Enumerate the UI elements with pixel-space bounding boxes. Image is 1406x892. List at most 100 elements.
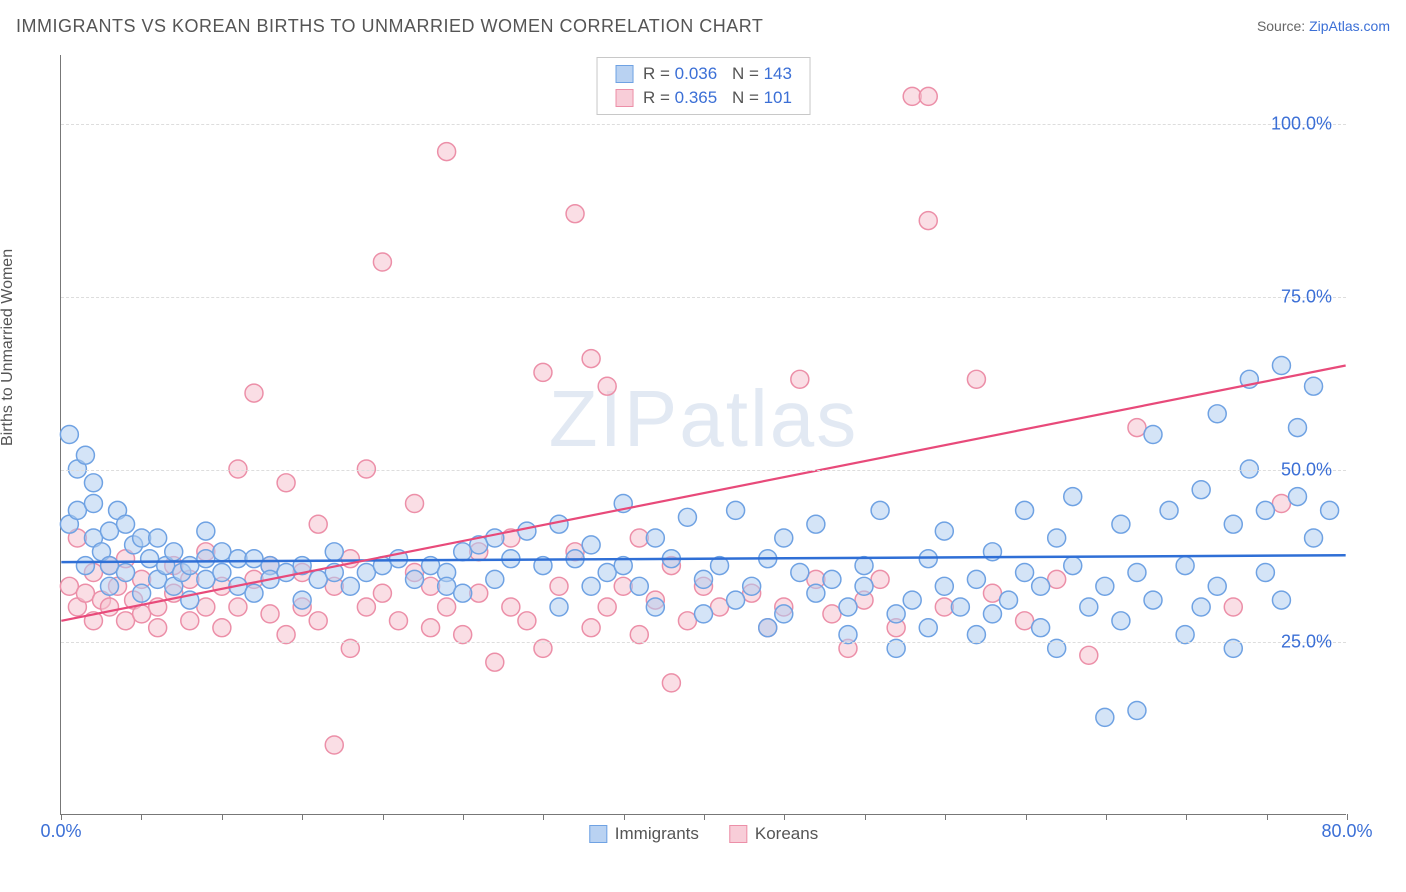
data-point-immigrants <box>951 598 969 616</box>
data-point-koreans <box>406 495 424 513</box>
data-point-koreans <box>823 605 841 623</box>
data-point-immigrants <box>1160 501 1178 519</box>
data-point-immigrants <box>919 619 937 637</box>
data-point-koreans <box>149 619 167 637</box>
data-point-koreans <box>662 674 680 692</box>
legend-koreans: Koreans <box>729 824 818 844</box>
data-point-immigrants <box>1256 501 1274 519</box>
swatch-icon <box>615 89 633 107</box>
data-point-immigrants <box>1144 426 1162 444</box>
correlation-chart: IMMIGRANTS VS KOREAN BIRTHS TO UNMARRIED… <box>0 0 1406 892</box>
title-bar: IMMIGRANTS VS KOREAN BIRTHS TO UNMARRIED… <box>16 12 1390 40</box>
data-point-immigrants <box>341 577 359 595</box>
swatch-icon <box>589 825 607 843</box>
data-point-koreans <box>277 474 295 492</box>
stats-legend: R = 0.036 N = 143 R = 0.365 N = 101 <box>596 57 811 115</box>
data-point-immigrants <box>60 426 78 444</box>
legend-immigrants: Immigrants <box>589 824 699 844</box>
data-point-koreans <box>373 584 391 602</box>
data-point-immigrants <box>775 605 793 623</box>
data-point-koreans <box>935 598 953 616</box>
data-point-immigrants <box>1096 708 1114 726</box>
data-point-immigrants <box>695 570 713 588</box>
data-point-koreans <box>550 577 568 595</box>
data-point-immigrants <box>213 564 231 582</box>
data-point-immigrants <box>1321 501 1339 519</box>
data-point-koreans <box>1048 570 1066 588</box>
data-point-koreans <box>598 377 616 395</box>
data-point-immigrants <box>1064 488 1082 506</box>
data-point-immigrants <box>197 570 215 588</box>
data-point-immigrants <box>1208 405 1226 423</box>
data-point-immigrants <box>101 557 119 575</box>
data-point-immigrants <box>1192 481 1210 499</box>
data-point-koreans <box>1016 612 1034 630</box>
data-point-koreans <box>518 612 536 630</box>
chart-title: IMMIGRANTS VS KOREAN BIRTHS TO UNMARRIED… <box>16 16 763 37</box>
data-point-immigrants <box>1048 529 1066 547</box>
data-point-koreans <box>133 605 151 623</box>
data-point-immigrants <box>839 598 857 616</box>
data-point-koreans <box>438 143 456 161</box>
data-point-immigrants <box>1176 557 1194 575</box>
data-point-immigrants <box>486 529 504 547</box>
data-point-immigrants <box>582 577 600 595</box>
data-point-immigrants <box>454 543 472 561</box>
data-point-immigrants <box>133 529 151 547</box>
data-point-immigrants <box>181 557 199 575</box>
data-point-immigrants <box>935 577 953 595</box>
data-point-immigrants <box>486 570 504 588</box>
data-point-koreans <box>1224 598 1242 616</box>
data-point-immigrants <box>1208 577 1226 595</box>
data-point-immigrants <box>646 529 664 547</box>
data-point-immigrants <box>1000 591 1018 609</box>
data-point-koreans <box>309 515 327 533</box>
data-point-immigrants <box>1176 626 1194 644</box>
data-point-koreans <box>454 626 472 644</box>
stats-row-immigrants: R = 0.036 N = 143 <box>615 62 792 86</box>
data-point-immigrants <box>759 619 777 637</box>
data-point-immigrants <box>727 501 745 519</box>
data-point-koreans <box>309 612 327 630</box>
data-point-immigrants <box>839 626 857 644</box>
swatch-icon <box>729 825 747 843</box>
data-point-immigrants <box>133 584 151 602</box>
data-point-immigrants <box>1080 598 1098 616</box>
data-point-immigrants <box>1128 702 1146 720</box>
data-point-koreans <box>903 87 921 105</box>
data-point-immigrants <box>1128 564 1146 582</box>
data-point-immigrants <box>582 536 600 554</box>
data-point-koreans <box>678 612 696 630</box>
data-point-koreans <box>582 350 600 368</box>
y-axis-label: Births to Unmarried Women <box>0 249 17 446</box>
data-point-immigrants <box>550 598 568 616</box>
y-tick-label: 25.0% <box>1281 632 1332 653</box>
data-point-immigrants <box>117 515 135 533</box>
data-point-immigrants <box>1032 577 1050 595</box>
data-point-immigrants <box>165 543 183 561</box>
data-point-immigrants <box>76 557 94 575</box>
data-point-immigrants <box>967 570 985 588</box>
data-point-immigrants <box>438 577 456 595</box>
data-point-immigrants <box>101 577 119 595</box>
data-point-immigrants <box>1112 515 1130 533</box>
data-point-immigrants <box>277 564 295 582</box>
data-point-koreans <box>630 626 648 644</box>
data-point-koreans <box>919 212 937 230</box>
source-link[interactable]: ZipAtlas.com <box>1309 18 1390 34</box>
data-point-koreans <box>373 253 391 271</box>
data-point-immigrants <box>1305 529 1323 547</box>
data-point-immigrants <box>84 495 102 513</box>
data-point-immigrants <box>678 508 696 526</box>
source-label: Source: ZipAtlas.com <box>1257 18 1390 34</box>
data-point-koreans <box>389 612 407 630</box>
data-point-immigrants <box>309 570 327 588</box>
x-tick-label: 0.0% <box>40 821 81 842</box>
data-point-immigrants <box>1032 619 1050 637</box>
data-point-koreans <box>60 577 78 595</box>
data-point-immigrants <box>807 584 825 602</box>
data-point-koreans <box>422 619 440 637</box>
data-point-koreans <box>181 612 199 630</box>
data-point-immigrants <box>967 626 985 644</box>
data-point-immigrants <box>229 550 247 568</box>
